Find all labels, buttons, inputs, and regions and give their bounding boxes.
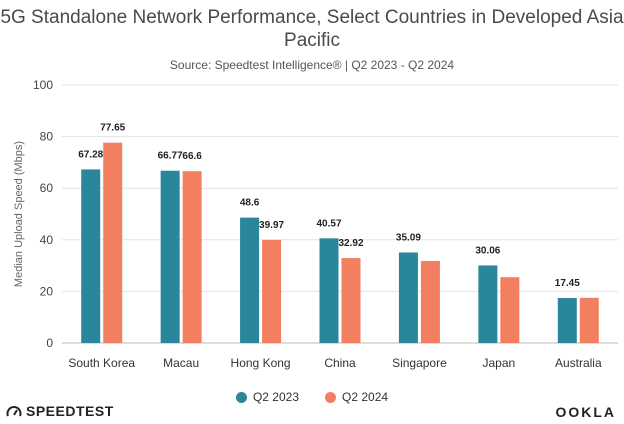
x-tick-label: Japan — [483, 356, 516, 370]
bar-q2-2024 — [182, 171, 202, 343]
y-axis-title: Median Upload Speed (Mbps) — [13, 141, 25, 287]
y-tick-label: 20 — [40, 284, 54, 298]
data-label: 32.92 — [338, 238, 363, 249]
bar-q2-2023 — [398, 252, 418, 343]
chart-title: 5G Standalone Network Performance, Selec… — [0, 7, 624, 51]
legend-label-q2-2023: Q2 2023 — [252, 390, 299, 404]
legend-item-q2-2023: Q2 2023 — [235, 390, 299, 404]
data-label: 66.6 — [182, 151, 202, 162]
bar-q2-2024 — [500, 277, 520, 343]
data-label: 67.28 — [78, 149, 103, 160]
bar-q2-2023 — [478, 265, 498, 343]
data-label: 77.65 — [100, 123, 125, 134]
data-label: 40.57 — [316, 218, 341, 229]
bar-q2-2023 — [81, 169, 101, 343]
legend-item-q2-2024: Q2 2024 — [325, 390, 388, 404]
data-label: 48.6 — [240, 198, 260, 209]
x-tick-label: Hong Kong — [231, 356, 291, 370]
y-tick-label: 60 — [40, 181, 54, 195]
data-label: 17.45 — [555, 278, 580, 289]
data-label: 39.97 — [259, 220, 284, 231]
chart-subtitle: Source: Speedtest Intelligence® | Q2 202… — [169, 58, 455, 72]
speedometer-icon — [6, 406, 22, 417]
speedtest-logo: SPEEDTEST — [6, 403, 114, 419]
x-tick-label: South Korea — [68, 356, 135, 370]
bar-q2-2023 — [240, 217, 260, 343]
bar-q2-2024 — [103, 142, 123, 343]
x-tick-label: Macau — [163, 356, 199, 370]
y-tick-label: 80 — [40, 130, 54, 144]
y-tick-label: 100 — [33, 78, 53, 92]
x-tick-label: Australia — [555, 356, 602, 370]
legend-swatch-q2-2023 — [235, 391, 247, 403]
bar-q2-2023 — [160, 170, 180, 343]
data-label: 30.06 — [475, 245, 500, 256]
ookla-logo: OOKLA — [555, 404, 616, 420]
bar-q2-2023 — [557, 297, 577, 343]
legend-label-q2-2024: Q2 2024 — [342, 390, 389, 404]
legend-swatch-q2-2024 — [325, 391, 336, 403]
bar-q2-2024 — [262, 239, 282, 343]
data-label: 35.09 — [396, 232, 421, 243]
bar-q2-2024 — [579, 297, 599, 343]
bar-q2-2023 — [319, 238, 339, 343]
y-tick-label: 40 — [40, 233, 54, 247]
bar-q2-2024 — [341, 258, 361, 343]
bar-q2-2024 — [420, 260, 440, 343]
x-tick-label: China — [324, 356, 356, 370]
data-label: 66.77 — [158, 151, 183, 162]
legend: Q2 2023 Q2 2024 — [0, 390, 624, 404]
x-tick-label: Singapore — [392, 356, 447, 370]
speedtest-wordmark: SPEEDTEST — [26, 403, 114, 419]
y-tick-label: 0 — [46, 336, 53, 350]
